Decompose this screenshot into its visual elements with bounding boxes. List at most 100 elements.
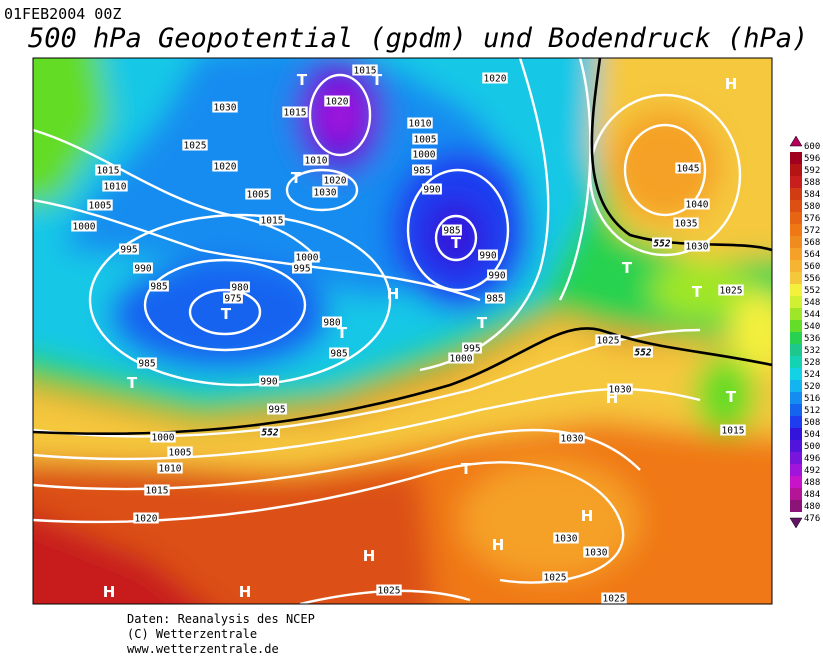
isobar-label: 1025 (603, 594, 626, 605)
legend-swatch (790, 296, 802, 308)
isobar-label: 1020 (484, 74, 507, 85)
isobar-label-box (720, 424, 746, 436)
legend-swatch (790, 320, 802, 332)
legend-swatch (790, 236, 802, 248)
isobar-label-box (485, 292, 505, 304)
isobar-label: 1010 (409, 119, 432, 130)
legend-label: 592 (804, 166, 820, 176)
isobar-label: 990 (479, 251, 496, 262)
isobar-label: 1000 (413, 150, 436, 161)
legend-label: 584 (804, 190, 820, 200)
isobar-label-box (223, 292, 243, 304)
isobar-label-box (583, 546, 609, 558)
legend-label: 564 (804, 250, 820, 260)
isobar-label-box (322, 316, 342, 328)
isobar-label-box (137, 357, 157, 369)
isobar-label: 1015 (261, 216, 284, 227)
isobar-label-box (718, 284, 744, 296)
legend-label: 516 (804, 394, 820, 404)
height-label-box (260, 426, 280, 438)
legend-swatch (790, 164, 802, 176)
isobar-label-box (149, 280, 169, 292)
isobar-label-box (133, 262, 153, 274)
pressure-center: T (337, 324, 348, 342)
isobar-label-box (553, 532, 579, 544)
legend-label: 512 (804, 406, 820, 416)
isobar-label-box (95, 164, 121, 176)
legend-swatch (790, 500, 802, 512)
footer-line: Daten: Reanalysis des NCEP (127, 612, 315, 626)
isobar-label: 995 (293, 264, 310, 275)
legend-swatch (790, 416, 802, 428)
isobar-label-box (673, 217, 699, 229)
legend-label: 488 (804, 478, 820, 488)
isobar-label: 1025 (597, 336, 620, 347)
legend-label: 580 (804, 202, 820, 212)
isobar-label: 1010 (159, 464, 182, 475)
legend-swatch (790, 368, 802, 380)
isobar-label: 990 (134, 264, 151, 275)
pressure-center: T (291, 169, 302, 187)
isobar-label-box (376, 584, 402, 596)
isobar-label-box (167, 446, 193, 458)
isobar-label: 995 (268, 405, 285, 416)
legend-label: 540 (804, 322, 820, 332)
legend-swatch (790, 440, 802, 452)
isobar-label-box (144, 484, 170, 496)
legend-swatch (790, 308, 802, 320)
isobar-label-box (292, 262, 312, 274)
legend-swatch (790, 380, 802, 392)
isobar-label-box (303, 154, 329, 166)
isobar-label-box (352, 64, 378, 76)
isobar-label-box (601, 592, 627, 604)
legend-label: 484 (804, 490, 820, 500)
isobar-label: 980 (323, 318, 340, 329)
isobar-label-box (245, 188, 271, 200)
legend-swatch (790, 272, 802, 284)
pressure-center: H (103, 583, 116, 601)
isobar-label: 1045 (677, 164, 700, 175)
legend-label: 556 (804, 274, 820, 284)
contour-552 (590, 58, 772, 252)
pressure-center: T (477, 314, 488, 332)
isobar-label: 1015 (722, 426, 745, 437)
isobar-label-box (312, 186, 338, 198)
height-label-box (652, 237, 672, 249)
isobar-label: 1020 (324, 176, 347, 187)
isobar-label: 1000 (296, 253, 319, 264)
legend-label: 588 (804, 178, 820, 188)
legend-swatch (790, 188, 802, 200)
isobars (33, 58, 742, 604)
pressure-center: T (372, 71, 383, 89)
pressure-center: H (725, 75, 738, 93)
pressure-center: T (127, 374, 138, 392)
color-legend: 600 596 592 588 584 580 576 572 568 564 560 556 552 5… (789, 135, 820, 529)
isobar-label-box (322, 174, 348, 186)
isobar-label: 985 (150, 282, 167, 293)
isobar-label-box (212, 160, 238, 172)
isobar-label: 1005 (247, 190, 270, 201)
pressure-center: T (692, 283, 703, 301)
isobar-label: 1020 (214, 162, 237, 173)
isobar-label-box (411, 148, 437, 160)
isobar-label: 975 (224, 294, 241, 305)
isobar-label-box (119, 243, 139, 255)
legend-swatch (790, 200, 802, 212)
legend-swatch (790, 332, 802, 344)
isobar-label-box (230, 281, 250, 293)
legend-swatch (790, 452, 802, 464)
legend-swatch (790, 356, 802, 368)
isobar-label: 1035 (675, 219, 698, 230)
isobar-label: 990 (423, 185, 440, 196)
legend-label: 524 (804, 370, 820, 380)
legend-swatch (790, 152, 802, 164)
map-frame (32, 57, 773, 605)
pressure-center: H (239, 583, 252, 601)
height-label: 552 (261, 428, 278, 439)
legend-swatch (790, 392, 802, 404)
isobar-label: 1015 (97, 166, 120, 177)
legend-label: 480 (804, 502, 820, 512)
